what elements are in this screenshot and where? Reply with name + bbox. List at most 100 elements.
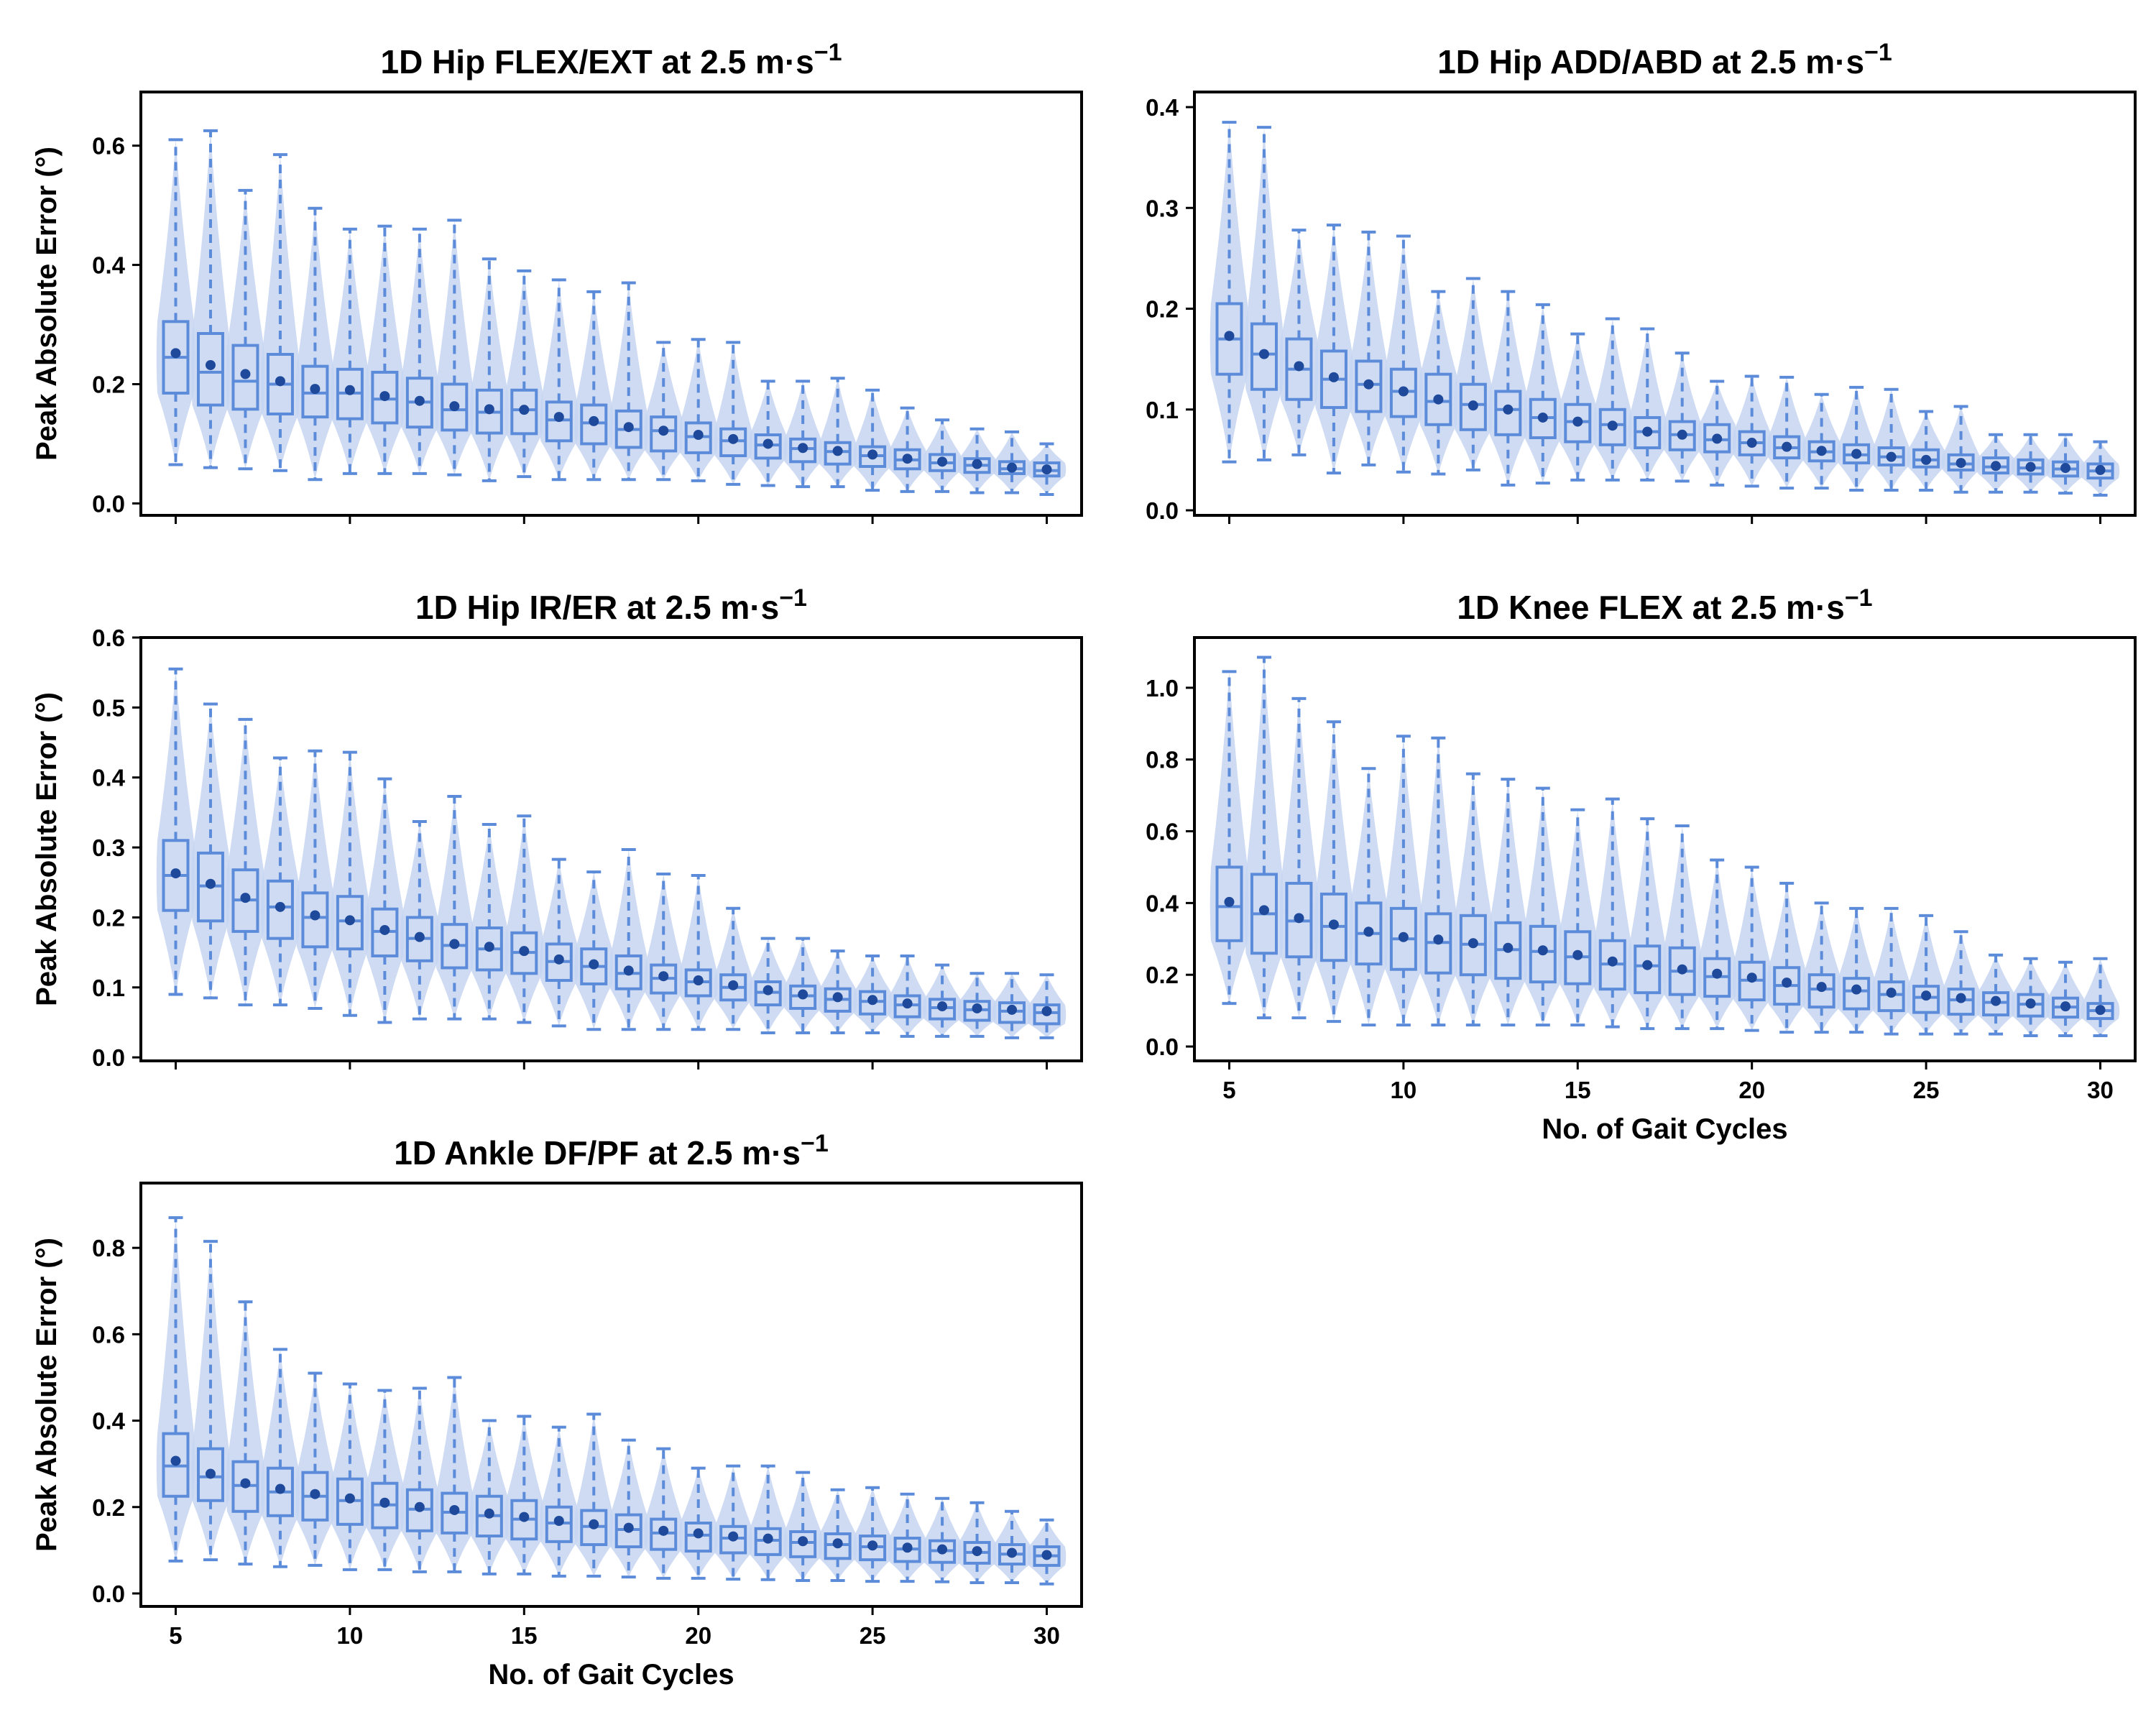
panel-title-superscript: −1 bbox=[779, 584, 807, 612]
box bbox=[754, 433, 782, 460]
mean-marker bbox=[449, 401, 460, 412]
mean-marker bbox=[589, 959, 599, 970]
mean-marker bbox=[798, 989, 808, 1000]
mean-marker bbox=[589, 1519, 599, 1530]
mean-marker bbox=[937, 456, 948, 467]
violin-shape bbox=[1593, 799, 1632, 1027]
mean-marker bbox=[170, 1455, 181, 1466]
mean-marker bbox=[972, 459, 982, 469]
x-axis-label: No. of Gait Cycles bbox=[1542, 1113, 1787, 1145]
box bbox=[441, 382, 469, 432]
mean-marker bbox=[693, 1528, 704, 1539]
mean-marker bbox=[1398, 386, 1409, 397]
box bbox=[719, 1524, 747, 1555]
mean-marker bbox=[310, 1489, 321, 1499]
violin-shape bbox=[400, 229, 439, 474]
mean-marker bbox=[1007, 1004, 1018, 1015]
violin-shape bbox=[678, 339, 718, 481]
mean-marker bbox=[2025, 998, 2036, 1009]
box bbox=[719, 427, 747, 458]
mean-marker bbox=[205, 878, 216, 889]
mean-marker bbox=[2025, 461, 2036, 472]
violin-shape bbox=[1419, 291, 1458, 474]
mean-marker bbox=[623, 422, 634, 433]
mean-marker bbox=[1398, 932, 1409, 942]
mean-marker bbox=[449, 939, 460, 949]
mean-marker bbox=[728, 1531, 739, 1542]
mean-marker bbox=[832, 992, 843, 1003]
y-tick-label: 0.2 bbox=[92, 371, 125, 397]
violin-shape bbox=[400, 1388, 439, 1572]
mean-marker bbox=[1955, 458, 1966, 469]
box bbox=[1703, 423, 1731, 454]
violin-shape bbox=[1697, 381, 1736, 485]
mean-marker bbox=[1537, 945, 1548, 956]
mean-marker bbox=[310, 910, 321, 921]
mean-marker bbox=[344, 385, 355, 395]
mean-marker bbox=[1921, 454, 1932, 465]
mean-marker bbox=[1258, 349, 1269, 359]
mean-marker bbox=[2060, 1001, 2071, 1012]
box bbox=[1947, 988, 1975, 1016]
mean-marker bbox=[275, 901, 285, 912]
box bbox=[231, 344, 259, 411]
mean-marker bbox=[1816, 982, 1827, 993]
mean-marker bbox=[275, 1484, 285, 1494]
mean-marker bbox=[310, 384, 321, 395]
box bbox=[1389, 367, 1417, 418]
axes-frame bbox=[1193, 91, 2137, 517]
violin-shape bbox=[261, 155, 300, 471]
mean-marker bbox=[798, 1536, 808, 1547]
violin-shape bbox=[1349, 231, 1388, 465]
panel-title: 1D Hip IR/ER at 2.5 m·s−1 bbox=[415, 584, 807, 626]
mean-marker bbox=[1886, 988, 1897, 998]
mean-marker bbox=[170, 868, 181, 879]
box bbox=[1529, 924, 1557, 984]
y-tick-label: 0.2 bbox=[1146, 296, 1179, 323]
box bbox=[196, 331, 224, 407]
mean-marker bbox=[2060, 463, 2071, 474]
mean-marker bbox=[1433, 394, 1444, 405]
mean-marker bbox=[553, 954, 564, 965]
y-tick-label: 0.4 bbox=[1146, 94, 1179, 121]
mean-marker bbox=[519, 946, 530, 957]
mean-marker bbox=[1363, 926, 1374, 937]
panel-title: 1D Hip FLEX/EXT at 2.5 m·s−1 bbox=[380, 39, 842, 80]
box bbox=[789, 437, 817, 464]
mean-marker bbox=[553, 412, 564, 423]
mean-marker bbox=[484, 404, 494, 415]
mean-marker bbox=[763, 438, 773, 449]
mean-marker bbox=[867, 1540, 878, 1551]
mean-marker bbox=[449, 1504, 460, 1515]
mean-marker bbox=[414, 1501, 425, 1512]
mean-marker bbox=[798, 443, 808, 454]
mean-marker bbox=[1782, 441, 1792, 452]
violin-shape bbox=[1279, 698, 1319, 1018]
box bbox=[1424, 372, 1452, 426]
y-tick-label: 0.0 bbox=[1146, 497, 1179, 524]
box bbox=[1598, 408, 1626, 446]
y-axis-label: Peak Absolute Error (°) bbox=[31, 147, 63, 461]
box bbox=[1843, 977, 1871, 1011]
box bbox=[196, 1447, 224, 1502]
mean-marker bbox=[1712, 968, 1723, 979]
mean-marker bbox=[1746, 972, 1757, 983]
box bbox=[1947, 453, 1975, 472]
y-tick-label: 0.0 bbox=[92, 1044, 125, 1071]
mean-marker bbox=[1991, 461, 2001, 472]
mean-marker bbox=[623, 1522, 634, 1533]
y-tick-label: 0.4 bbox=[92, 765, 126, 791]
box bbox=[684, 1522, 712, 1553]
y-tick-label: 0.3 bbox=[1146, 195, 1179, 221]
mean-marker bbox=[1041, 464, 1052, 475]
mean-marker bbox=[1258, 905, 1269, 916]
mean-marker bbox=[2095, 1005, 2106, 1016]
y-tick-label: 0.4 bbox=[92, 252, 126, 279]
mean-marker bbox=[1642, 960, 1653, 970]
panel-title-text: 1D Hip FLEX/EXT at 2.5 m·s bbox=[380, 43, 814, 80]
mean-marker bbox=[205, 1468, 216, 1479]
box bbox=[1459, 382, 1487, 431]
x-tick-label: 10 bbox=[337, 1622, 364, 1649]
y-tick-label: 0.1 bbox=[92, 975, 125, 1001]
violin-shape bbox=[400, 822, 439, 1019]
